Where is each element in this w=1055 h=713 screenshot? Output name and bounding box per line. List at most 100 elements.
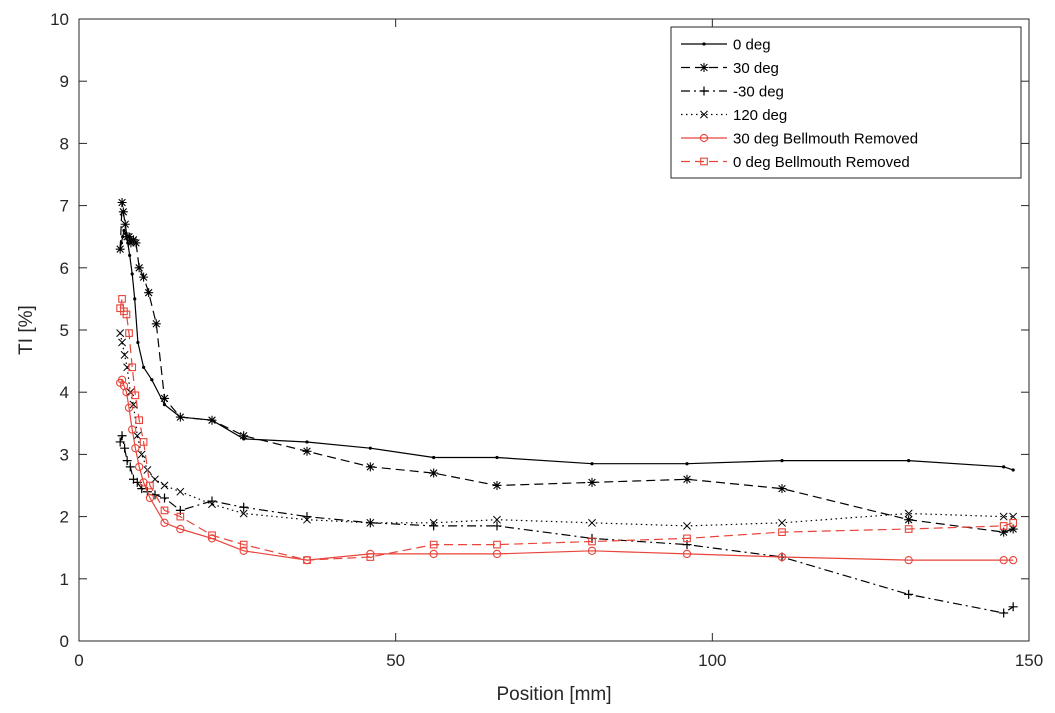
legend-label: 0 deg	[733, 37, 771, 54]
data-point	[176, 487, 185, 496]
data-point	[904, 509, 913, 518]
data-point	[1008, 602, 1018, 612]
data-point	[303, 556, 311, 564]
data-point	[162, 403, 167, 407]
y-tick-label: 2	[60, 508, 69, 527]
legend-marker	[700, 110, 708, 119]
data-point	[160, 393, 169, 403]
data-point	[175, 412, 185, 422]
legend-marker	[702, 42, 706, 46]
data-point	[117, 197, 127, 207]
data-point	[429, 468, 439, 478]
data-point	[131, 238, 141, 248]
data-point	[493, 540, 501, 549]
data-point	[120, 350, 129, 359]
legend-marker	[699, 63, 709, 72]
data-point	[495, 455, 499, 460]
data-point	[118, 338, 127, 347]
data-point	[587, 546, 597, 555]
data-point	[122, 388, 131, 397]
data-point	[239, 540, 248, 549]
data-point	[366, 553, 375, 561]
data-point	[145, 493, 155, 503]
data-point	[1008, 524, 1018, 534]
data-point	[130, 272, 134, 276]
series-line-3	[119, 435, 1014, 614]
data-point	[366, 518, 375, 527]
legend-label: 30 deg	[733, 60, 779, 77]
data-point	[134, 263, 144, 273]
data-point	[117, 431, 127, 441]
data-point	[1009, 555, 1018, 565]
data-point	[131, 444, 140, 453]
y-tick-label: 1	[60, 570, 69, 589]
data-point	[588, 518, 596, 527]
data-point	[239, 546, 248, 555]
legend-label: 120 deg	[733, 107, 787, 124]
data-point	[492, 481, 502, 490]
data-point	[135, 416, 144, 425]
data-point	[160, 518, 169, 527]
data-point	[432, 455, 436, 460]
data-point	[683, 521, 691, 530]
data-point	[588, 537, 596, 546]
data-point	[999, 555, 1008, 565]
data-point	[160, 506, 169, 515]
data-point	[139, 438, 148, 446]
x-axis-title: Position [mm]	[496, 684, 611, 705]
data-point	[368, 446, 372, 450]
data-point	[176, 524, 185, 534]
series-layer	[115, 197, 1018, 618]
data-point	[778, 528, 786, 536]
data-point	[160, 481, 169, 490]
data-point	[999, 527, 1009, 537]
data-point	[493, 515, 501, 524]
legend-item: 0 deg Bellmouth Removed	[681, 154, 910, 171]
data-point	[144, 288, 154, 298]
data-point	[120, 443, 130, 453]
data-point	[120, 219, 130, 229]
series-line-6	[119, 298, 1014, 561]
legend-marker	[700, 157, 708, 166]
data-point	[139, 272, 149, 282]
series-line-4	[119, 332, 1014, 527]
data-point	[137, 450, 146, 459]
data-point	[778, 518, 786, 527]
data-point	[208, 500, 216, 509]
data-point	[150, 378, 154, 382]
data-point	[239, 509, 248, 518]
series-6	[116, 295, 1018, 564]
data-point	[780, 459, 784, 463]
legend-marker	[699, 133, 709, 143]
data-point	[207, 415, 217, 425]
data-point	[305, 440, 309, 444]
data-point	[133, 431, 142, 440]
data-point	[122, 310, 131, 319]
data-point	[365, 462, 375, 472]
data-point	[429, 518, 438, 527]
y-tick-label: 8	[60, 134, 69, 153]
data-point	[682, 474, 692, 484]
y-tick-label: 7	[60, 197, 69, 216]
data-point	[492, 521, 502, 531]
data-point	[999, 512, 1008, 521]
legend-box	[670, 26, 1022, 179]
data-point	[124, 232, 134, 242]
y-tick-label: 9	[60, 72, 69, 91]
data-point	[118, 295, 126, 303]
data-point	[124, 403, 134, 412]
data-point	[683, 534, 691, 543]
data-point	[904, 589, 914, 599]
data-point	[208, 531, 216, 540]
data-point	[492, 549, 502, 559]
legend: 0 deg 30 deg -30 deg 120 deg 30 deg Bellmout…	[670, 26, 1022, 179]
data-point	[904, 525, 913, 533]
data-point	[907, 459, 911, 463]
data-point	[123, 363, 132, 372]
data-point	[115, 437, 125, 447]
data-point	[904, 515, 914, 525]
data-point	[128, 425, 137, 434]
data-point	[302, 446, 312, 456]
legend-item: 30 deg Bellmouth Removed	[681, 131, 918, 148]
